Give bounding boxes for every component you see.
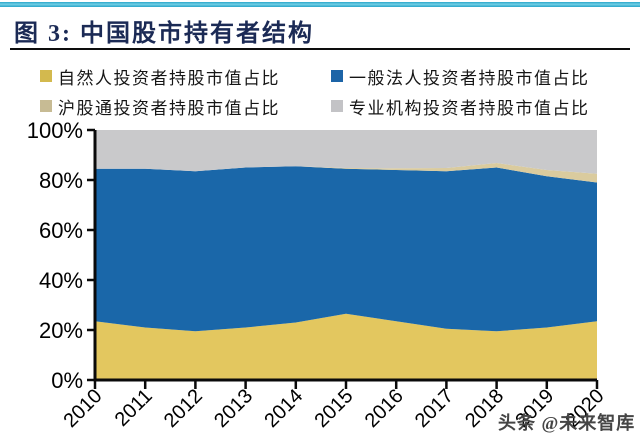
figure-title: 图 3: 中国股市持有者结构 [14,21,314,47]
legend-swatch-professional-institution [331,100,343,112]
legend-item-professional-institution: 专业机构投资者持股市值占比 [331,96,590,118]
y-axis-tick-label: 0% [51,368,83,393]
area-series-2 [95,163,597,183]
stacked-area-chart: 0%20%40%60%80%100%2010 2011 2012 2013 2014 20… [27,118,609,432]
x-axis-tick-label: 2013 [210,385,257,432]
legend-label-professional-institution: 专业机构投资者持股市值占比 [349,98,590,118]
area-series-3 [95,130,597,174]
legend-swatch-stock-connect [40,100,52,112]
legend-label-stock-connect: 沪股通投资者持股市值占比 [58,98,280,118]
area-series-0 [95,313,597,380]
y-axis-tick-label: 20% [39,318,83,343]
watermark: 头条 @未来智库 [498,413,636,433]
legend-label-general-legal-person: 一般法人投资者持股市值占比 [349,68,590,88]
title-underline [10,48,630,50]
area-series-1 [95,166,597,332]
y-axis-tick-label: 80% [39,168,83,193]
x-axis-tick-label: 2012 [160,385,207,432]
legend-label-natural-person: 自然人投资者持股市值占比 [58,68,280,88]
y-axis-tick-label: 60% [39,218,83,243]
legend-swatch-natural-person [40,70,52,82]
top-accent-bar [0,2,640,7]
x-axis-tick-label: 2014 [260,385,307,432]
x-axis-tick-label: 2015 [311,385,358,432]
legend-swatch-general-legal-person [331,70,343,82]
x-axis-tick-label: 2011 [111,385,157,431]
legend-item-general-legal-person: 一般法人投资者持股市值占比 [331,66,590,88]
y-axis-tick-label: 100% [27,118,83,143]
legend-item-natural-person: 自然人投资者持股市值占比 [40,66,280,88]
legend-item-stock-connect: 沪股通投资者持股市值占比 [40,96,280,118]
y-axis-tick-label: 40% [39,268,83,293]
x-axis-tick-label: 2017 [411,385,458,432]
x-axis-tick-label: 2016 [361,385,408,432]
